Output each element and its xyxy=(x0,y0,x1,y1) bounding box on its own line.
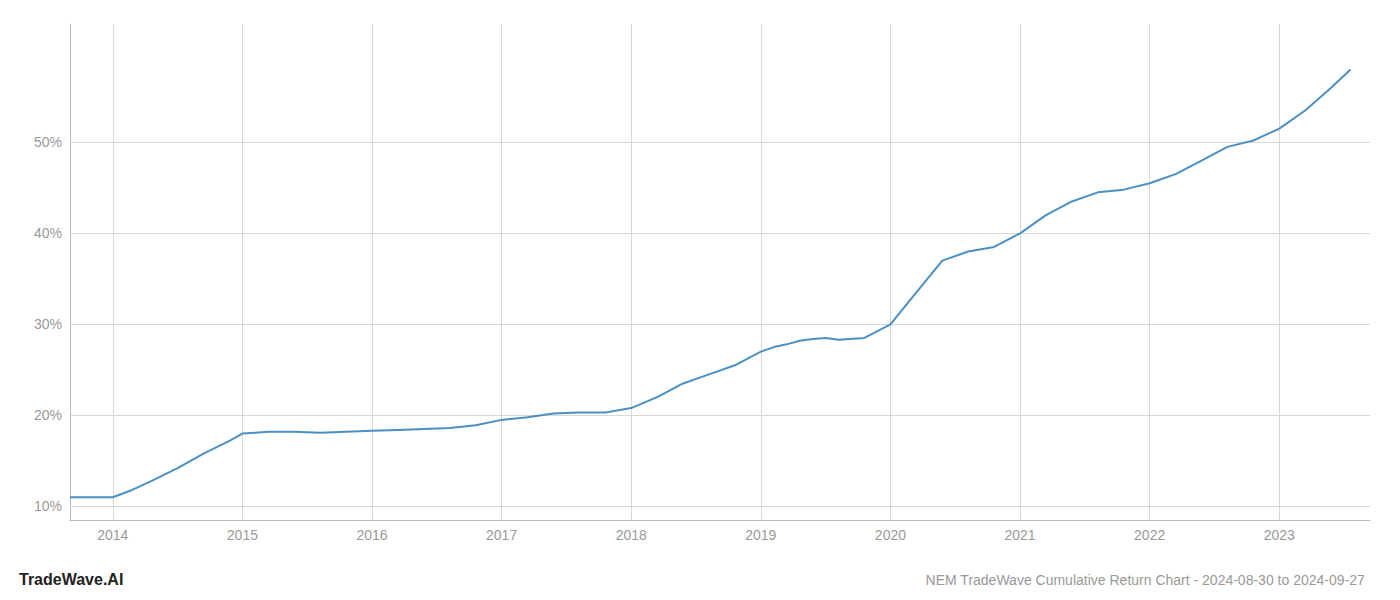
svg-text:2016: 2016 xyxy=(356,527,387,543)
svg-text:2014: 2014 xyxy=(97,527,128,543)
svg-text:2023: 2023 xyxy=(1264,527,1295,543)
svg-text:2015: 2015 xyxy=(227,527,258,543)
svg-text:NEM TradeWave Cumulative Retur: NEM TradeWave Cumulative Return Chart - … xyxy=(926,572,1365,588)
svg-text:2017: 2017 xyxy=(486,527,517,543)
svg-text:TradeWave.AI: TradeWave.AI xyxy=(19,571,123,588)
svg-text:2022: 2022 xyxy=(1134,527,1165,543)
svg-text:30%: 30% xyxy=(34,316,62,332)
svg-text:2020: 2020 xyxy=(875,527,906,543)
svg-text:20%: 20% xyxy=(34,407,62,423)
svg-text:2018: 2018 xyxy=(616,527,647,543)
svg-text:40%: 40% xyxy=(34,225,62,241)
svg-text:50%: 50% xyxy=(34,134,62,150)
svg-text:10%: 10% xyxy=(34,498,62,514)
svg-text:2021: 2021 xyxy=(1004,527,1035,543)
svg-text:2019: 2019 xyxy=(745,527,776,543)
